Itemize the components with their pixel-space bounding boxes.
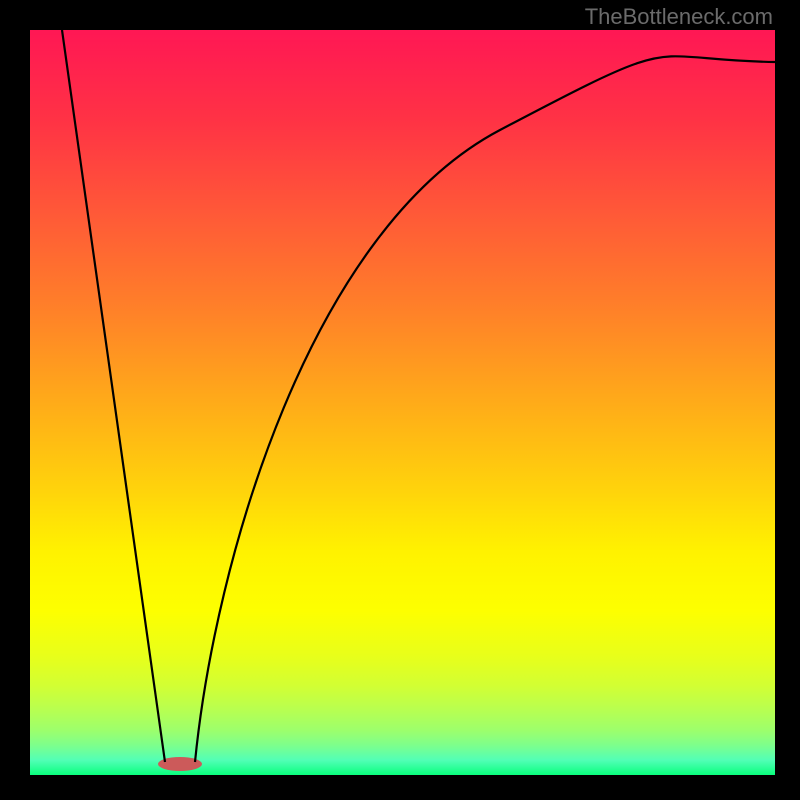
curve-layer xyxy=(30,30,775,775)
watermark-text: TheBottleneck.com xyxy=(585,4,773,30)
chart-container: TheBottleneck.com xyxy=(0,0,800,800)
curve-left-branch xyxy=(62,30,165,762)
plot-area xyxy=(30,30,775,775)
curve-right-branch xyxy=(195,56,775,762)
